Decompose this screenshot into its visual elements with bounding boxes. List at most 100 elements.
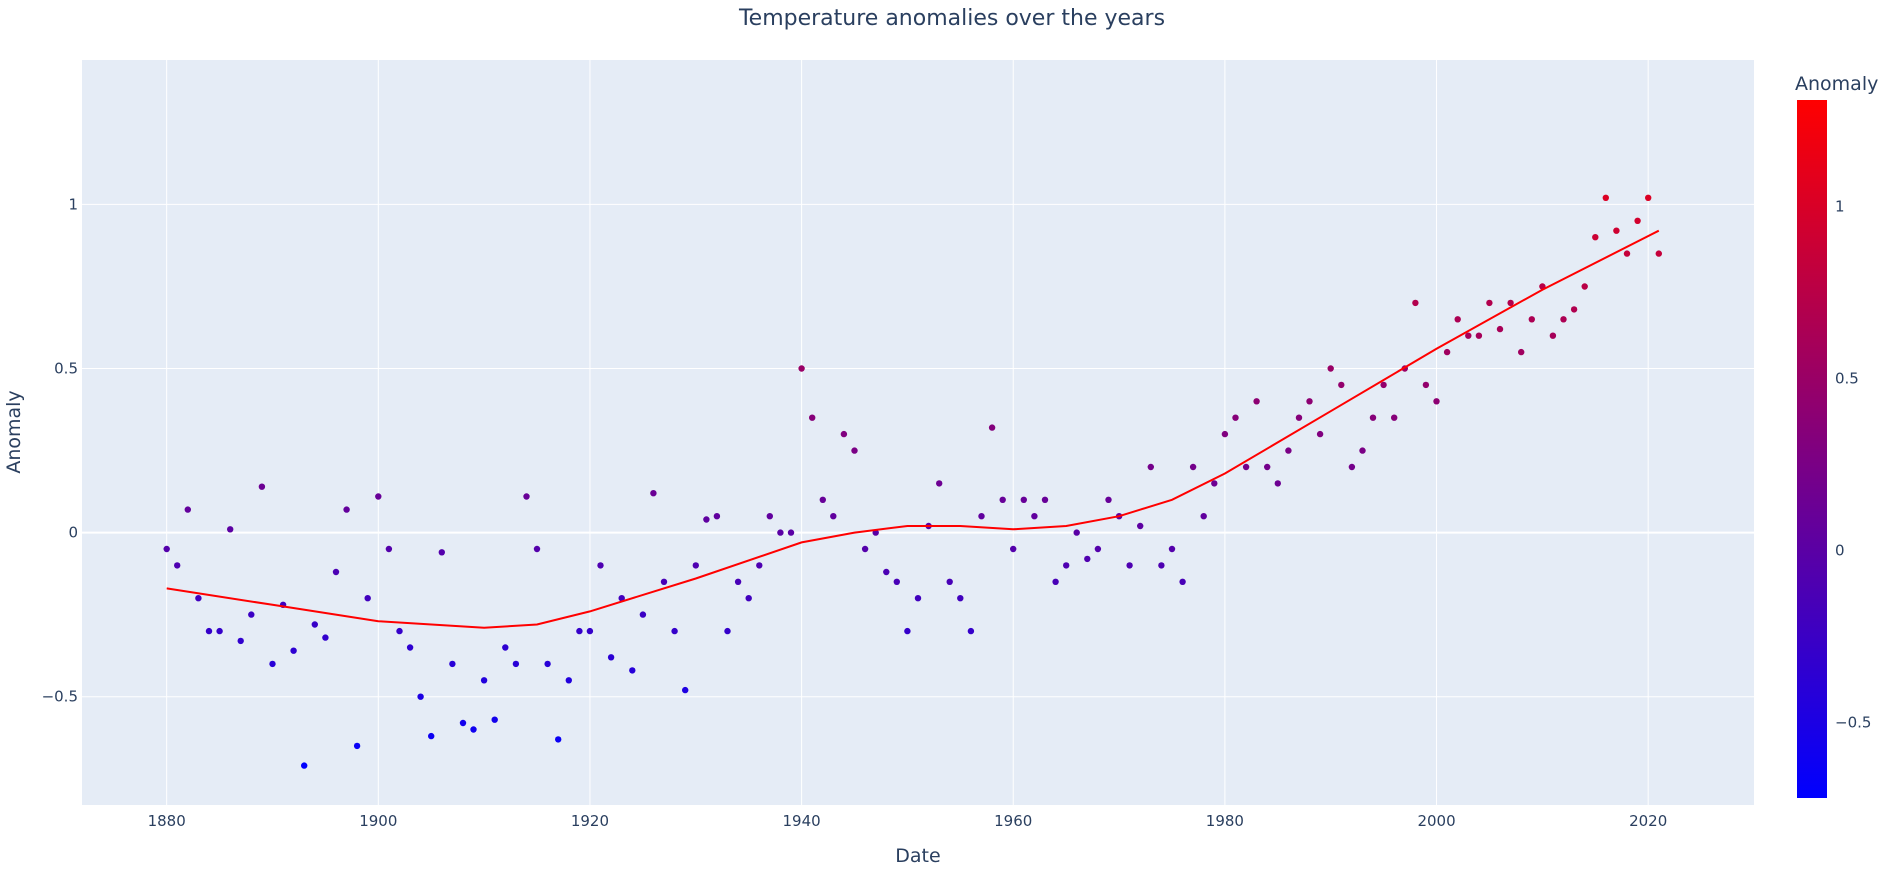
data-point — [756, 562, 763, 569]
data-point — [1602, 194, 1610, 201]
data-point — [428, 732, 435, 740]
colorbar-title: Anomaly — [1795, 73, 1878, 95]
data-point — [205, 627, 213, 635]
data-point — [692, 562, 699, 569]
data-point — [957, 595, 964, 602]
data-point — [555, 736, 562, 743]
data-point — [734, 578, 742, 585]
x-tick-label: 1940 — [783, 812, 821, 830]
data-point — [1137, 522, 1144, 530]
data-point — [830, 513, 837, 520]
data-point — [586, 627, 594, 635]
data-point — [1560, 316, 1567, 323]
colorbar — [1797, 100, 1827, 798]
x-tick-label: 1880 — [148, 812, 186, 830]
data-point — [269, 660, 276, 668]
data-point — [1179, 578, 1186, 585]
data-point — [237, 637, 244, 645]
data-point — [1242, 463, 1250, 471]
data-point — [1327, 365, 1334, 372]
data-point — [1634, 217, 1641, 224]
data-point — [502, 644, 509, 651]
data-point — [607, 654, 615, 661]
data-point — [798, 365, 805, 372]
data-point — [682, 686, 689, 694]
data-point — [438, 549, 445, 556]
data-point — [851, 447, 858, 454]
data-point — [459, 719, 467, 727]
data-point — [1422, 381, 1430, 389]
data-point — [766, 513, 773, 520]
data-point — [1507, 299, 1514, 307]
colorbar-tick-label: 0 — [1835, 541, 1845, 559]
data-point — [967, 627, 975, 635]
x-tick-label: 1960 — [994, 812, 1032, 830]
data-point — [1084, 555, 1091, 563]
data-point — [290, 647, 297, 654]
data-point — [1465, 332, 1472, 339]
data-point — [512, 660, 520, 668]
colorbar-tick-label: 1 — [1835, 198, 1845, 216]
data-point — [375, 493, 382, 500]
data-point — [1147, 463, 1155, 471]
data-point — [1010, 545, 1017, 553]
data-point — [988, 424, 996, 431]
data-point — [322, 634, 329, 641]
data-point — [1433, 398, 1440, 405]
data-point — [258, 483, 266, 490]
data-point — [491, 716, 498, 723]
data-point — [449, 660, 456, 668]
data-point — [1412, 299, 1419, 307]
data-point — [914, 595, 922, 602]
data-point — [1359, 447, 1366, 454]
data-point — [840, 430, 848, 438]
data-point — [629, 667, 636, 674]
data-point — [1253, 398, 1260, 405]
data-point — [946, 578, 953, 585]
data-point — [745, 595, 752, 602]
x-tick-labels: 1880 1900 1920 1940 1960 1980 2000 2020 — [148, 812, 1668, 830]
data-point — [1454, 316, 1461, 323]
data-point — [936, 480, 943, 487]
data-point — [978, 513, 985, 520]
data-point — [565, 677, 572, 684]
data-point — [248, 611, 255, 618]
data-point — [1094, 545, 1102, 553]
data-point — [787, 529, 795, 536]
data-point — [1348, 463, 1356, 471]
data-point — [523, 493, 530, 500]
y-tick-label: 0 — [68, 524, 78, 542]
y-tick-label: −0.5 — [42, 688, 78, 706]
y-tick-label: 0.5 — [54, 360, 78, 378]
data-point — [703, 516, 710, 523]
x-axis-title: Date — [895, 845, 940, 867]
data-point — [1041, 496, 1049, 503]
data-point — [1105, 496, 1112, 503]
data-point — [227, 526, 234, 533]
data-point — [1391, 414, 1398, 421]
data-point — [618, 595, 625, 602]
data-point — [904, 627, 911, 635]
data-point — [1518, 348, 1525, 356]
data-point — [343, 506, 350, 513]
data-point — [396, 627, 403, 635]
data-point — [671, 627, 678, 635]
scatter-points — [163, 194, 1663, 769]
data-point — [999, 496, 1006, 503]
trend-line — [166, 229, 1660, 629]
data-point — [1189, 463, 1197, 471]
data-point — [724, 627, 731, 635]
data-point — [1264, 463, 1271, 471]
data-point — [1168, 545, 1176, 553]
data-point — [1570, 306, 1578, 313]
x-tick-label: 1920 — [571, 812, 609, 830]
data-point — [480, 677, 488, 684]
data-point — [1306, 398, 1313, 405]
data-point — [533, 545, 541, 553]
data-point — [406, 644, 414, 651]
data-point — [1655, 250, 1663, 257]
x-tick-label: 1900 — [359, 812, 397, 830]
x-tick-label: 2020 — [1629, 812, 1667, 830]
data-point — [576, 627, 583, 635]
data-point — [1496, 325, 1504, 333]
